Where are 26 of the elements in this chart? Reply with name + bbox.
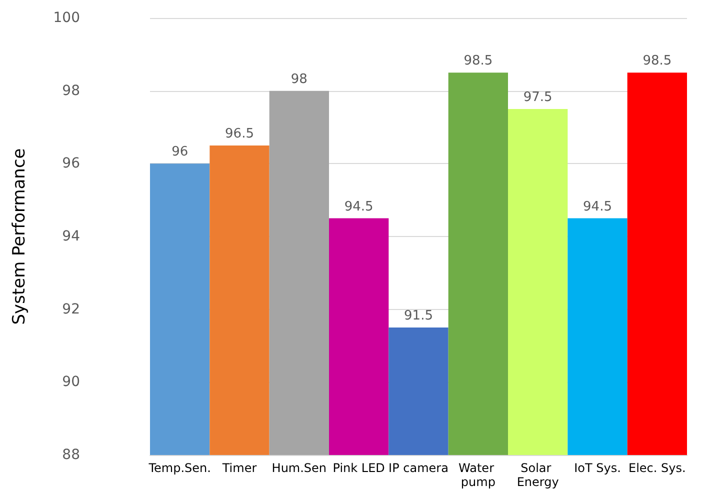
x-tick-label: Timer: [221, 461, 257, 475]
data-label: 98.5: [642, 54, 672, 69]
x-tick-label: Solar Energy: [516, 461, 559, 489]
x-tick-label: Pink LED: [332, 461, 385, 475]
data-label: 98.5: [464, 54, 493, 69]
y-tick-label: 88: [62, 447, 80, 463]
x-tick-label: Temp.Sen.: [148, 461, 211, 475]
x-tick-label: Hum.Sen: [272, 461, 327, 475]
y-tick-label: 96: [62, 156, 80, 172]
y-tick-label: 90: [62, 374, 80, 390]
y-tick-label: 94: [62, 228, 80, 244]
data-label: 94.5: [344, 199, 374, 214]
data-label: 91.5: [404, 308, 433, 324]
data-label: 97.5: [523, 90, 552, 106]
y-tick-label: 98: [62, 82, 80, 99]
x-tick-label: IoT Sys.: [574, 461, 621, 475]
x-tick-label: Water pump: [458, 461, 498, 489]
data-label: 96.5: [225, 126, 254, 142]
data-label: 94.5: [583, 199, 612, 214]
data-label: 98: [290, 72, 308, 87]
data-label: 96: [172, 144, 188, 160]
y-tick-label: 92: [62, 301, 80, 318]
x-tick-label: IP camera: [388, 461, 448, 475]
y-tick-label: 100: [53, 10, 80, 26]
y-axis-title: System Performance: [10, 148, 30, 325]
x-tick-label: Elec. Sys.: [628, 461, 686, 475]
